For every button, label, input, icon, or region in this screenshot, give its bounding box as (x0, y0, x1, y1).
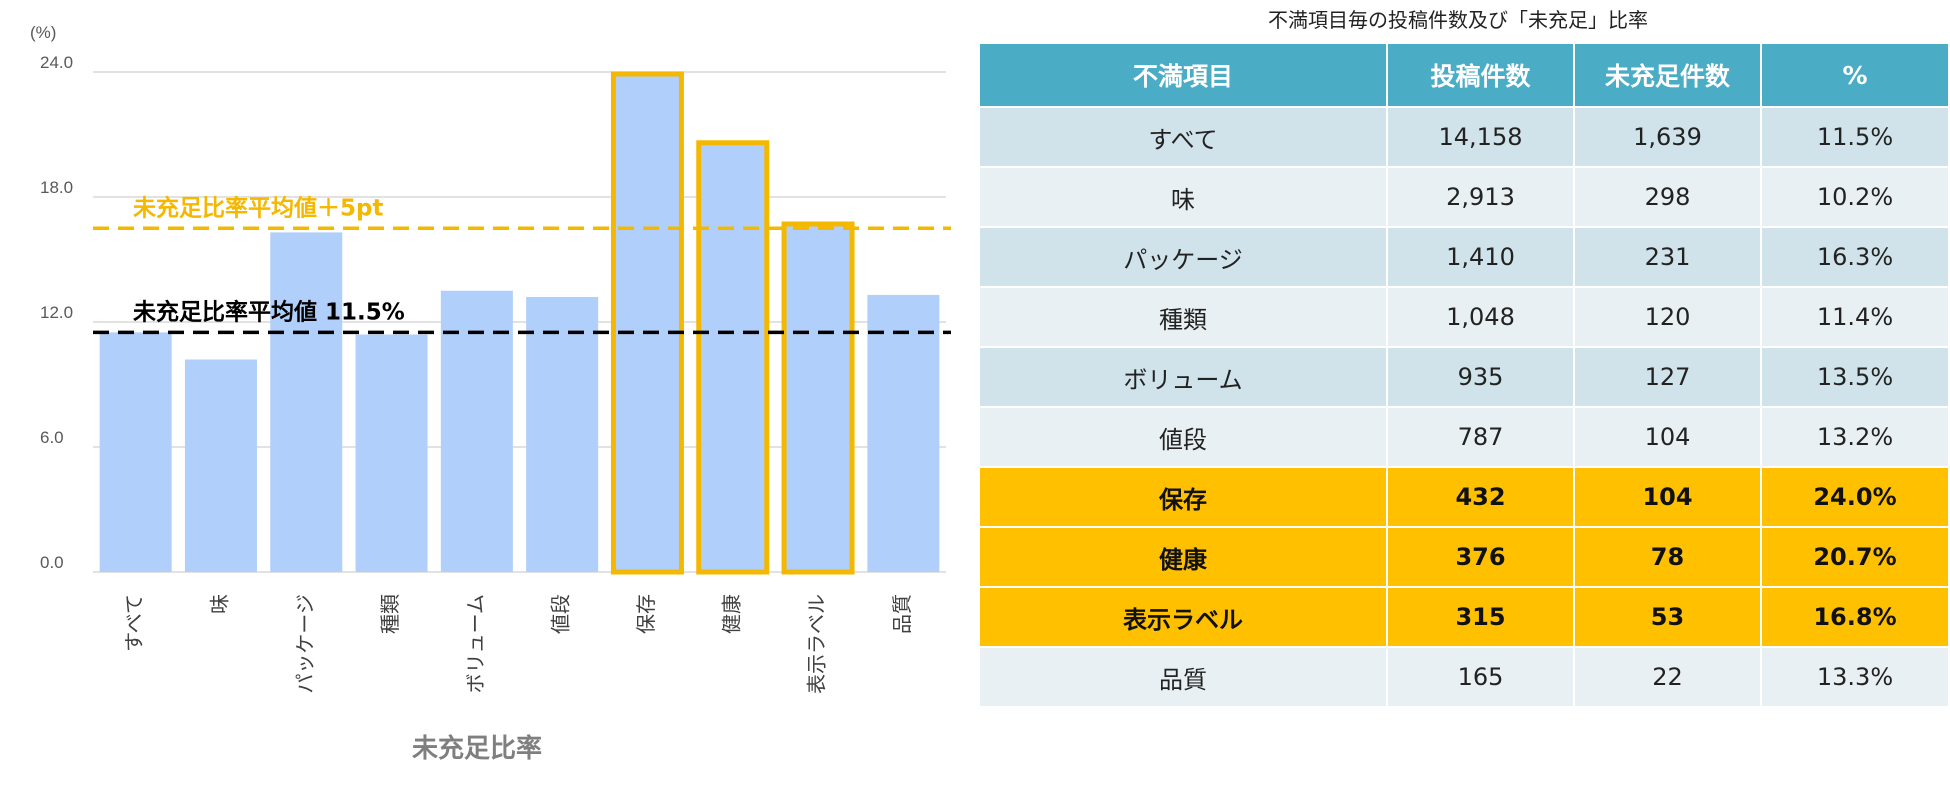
table-cell: 値段 (978, 406, 1388, 468)
bar (440, 290, 513, 572)
reference-lines: 未充足比率平均値 11.5% 未充足比率平均値＋5pt (93, 194, 951, 335)
summary-table: 不満項目 投稿件数 未充足件数% すべて 14,158 1,639 11.5% 味 2,913… (978, 42, 1950, 708)
bar (99, 332, 172, 572)
table-cell: 127 (1573, 346, 1762, 408)
table-cell: 種類 (978, 286, 1388, 348)
table-cell: 11.4% (1760, 286, 1950, 348)
table-row: 品質 165 22 13.3% (978, 646, 1950, 708)
table-row: ボリューム 935 127 13.5% (978, 346, 1950, 408)
y-axis-ticks: 0.0 6.0 12.0 18.0 24.0 (40, 53, 73, 572)
table-cell: 22 (1573, 646, 1762, 708)
table-cell: 表示ラベル (978, 586, 1388, 648)
table-cell: 11.5% (1760, 106, 1950, 168)
table-cell: 16.8% (1760, 586, 1950, 648)
bar-highlight-outline (696, 140, 770, 575)
table-cell: 315 (1386, 586, 1575, 648)
table-row: 健康 376 78 20.7% (978, 526, 1950, 588)
x-tick-label: ボリューム (463, 594, 487, 693)
table-cell: 13.2% (1760, 406, 1950, 468)
table-cell: 1,410 (1386, 226, 1575, 288)
table-row: 値段 787 104 13.2% (978, 406, 1950, 468)
table-cell: 165 (1386, 646, 1575, 708)
table-header-cell: 投稿件数 (1386, 42, 1575, 108)
x-tick-label: 健康 (719, 594, 743, 634)
x-axis-category-labels: すべて 味 パッケージ 種類 ボリューム 値段 保存 健康 表示ラベル 品質 (122, 594, 914, 694)
x-tick-label: 表示ラベル (805, 594, 829, 694)
reference-line-label: 未充足比率平均値 11.5% (133, 298, 405, 325)
table-cell: 78 (1573, 526, 1762, 588)
table-cell: 13.5% (1760, 346, 1950, 408)
x-axis-title: 未充足比率 (412, 733, 542, 764)
bar (355, 334, 428, 572)
x-tick-label: すべて (122, 594, 146, 652)
y-tick-label: 12.0 (40, 303, 73, 322)
table-cell: 1,639 (1573, 106, 1762, 168)
table-cell: 保存 (978, 466, 1388, 528)
table-cell: 104 (1573, 466, 1762, 528)
table-header-cell: 未充足件数 (1573, 42, 1762, 108)
table-row: 種類 1,048 120 11.4% (978, 286, 1950, 348)
table-header-row: 不満項目 投稿件数 未充足件数% (978, 42, 1950, 108)
y-tick-label: 0.0 (40, 553, 64, 572)
table-row: 表示ラベル 315 53 16.8% (978, 586, 1950, 648)
bar-chart: (%) 0.06.012.018.024.0 未充足比率平均値 11.5%未充足… (30, 23, 951, 764)
reference-line-label: 未充足比率平均値＋5pt (133, 194, 383, 221)
x-tick-label: 品質 (890, 594, 914, 634)
table-cell: 53 (1573, 586, 1762, 648)
table-cell: 935 (1386, 346, 1575, 408)
table-cell: 味 (978, 166, 1388, 228)
y-tick-label: 24.0 (40, 53, 73, 72)
table-cell: 104 (1573, 406, 1762, 468)
x-tick-label: 種類 (378, 594, 402, 634)
x-tick-label: 味 (207, 594, 231, 614)
table-cell: 14,158 (1386, 106, 1575, 168)
bar (867, 294, 940, 572)
table-cell: 376 (1386, 526, 1575, 588)
table-cell: 健康 (978, 526, 1388, 588)
table-cell: すべて (978, 106, 1388, 168)
table-cell: 787 (1386, 406, 1575, 468)
table-title: 不満項目毎の投稿件数及び「未充足」比率 (1268, 8, 1648, 32)
bar (184, 359, 257, 572)
table-cell: 2,913 (1386, 166, 1575, 228)
bars (99, 71, 940, 575)
table-cell: 298 (1573, 166, 1762, 228)
y-tick-label: 18.0 (40, 178, 73, 197)
bar-highlight-outline (781, 221, 855, 575)
y-tick-label: 6.0 (40, 428, 64, 447)
x-tick-label: 保存 (634, 594, 658, 634)
table-cell: パッケージ (978, 226, 1388, 288)
bar-highlight-outline (610, 71, 684, 575)
table-cell: 20.7% (1760, 526, 1950, 588)
bar (696, 140, 769, 572)
table-cell: 品質 (978, 646, 1388, 708)
table-cell: ボリューム (978, 346, 1388, 408)
table-row: 保存 432 104 24.0% (978, 466, 1950, 528)
table-row: パッケージ 1,410 231 16.3% (978, 226, 1950, 288)
table-row: 味 2,913 298 10.2% (978, 166, 1950, 228)
bar (526, 297, 599, 572)
table-cell: 432 (1386, 466, 1575, 528)
table-cell: 120 (1573, 286, 1762, 348)
table-header-cell: % (1760, 42, 1950, 108)
table-cell: 16.3% (1760, 226, 1950, 288)
bar (782, 222, 855, 572)
x-tick-label: 値段 (549, 594, 573, 634)
table-cell: 10.2% (1760, 166, 1950, 228)
table-cell: 1,048 (1386, 286, 1575, 348)
table-cell: 24.0% (1760, 466, 1950, 528)
table-cell: 231 (1573, 226, 1762, 288)
table-row: すべて 14,158 1,639 11.5% (978, 106, 1950, 168)
x-tick-label: パッケージ (293, 594, 317, 694)
bar (270, 232, 343, 572)
bar (611, 72, 684, 572)
table-header-cell: 不満項目 (978, 42, 1388, 108)
table-cell: 13.3% (1760, 646, 1950, 708)
y-axis-unit-label: (%) (30, 23, 56, 42)
